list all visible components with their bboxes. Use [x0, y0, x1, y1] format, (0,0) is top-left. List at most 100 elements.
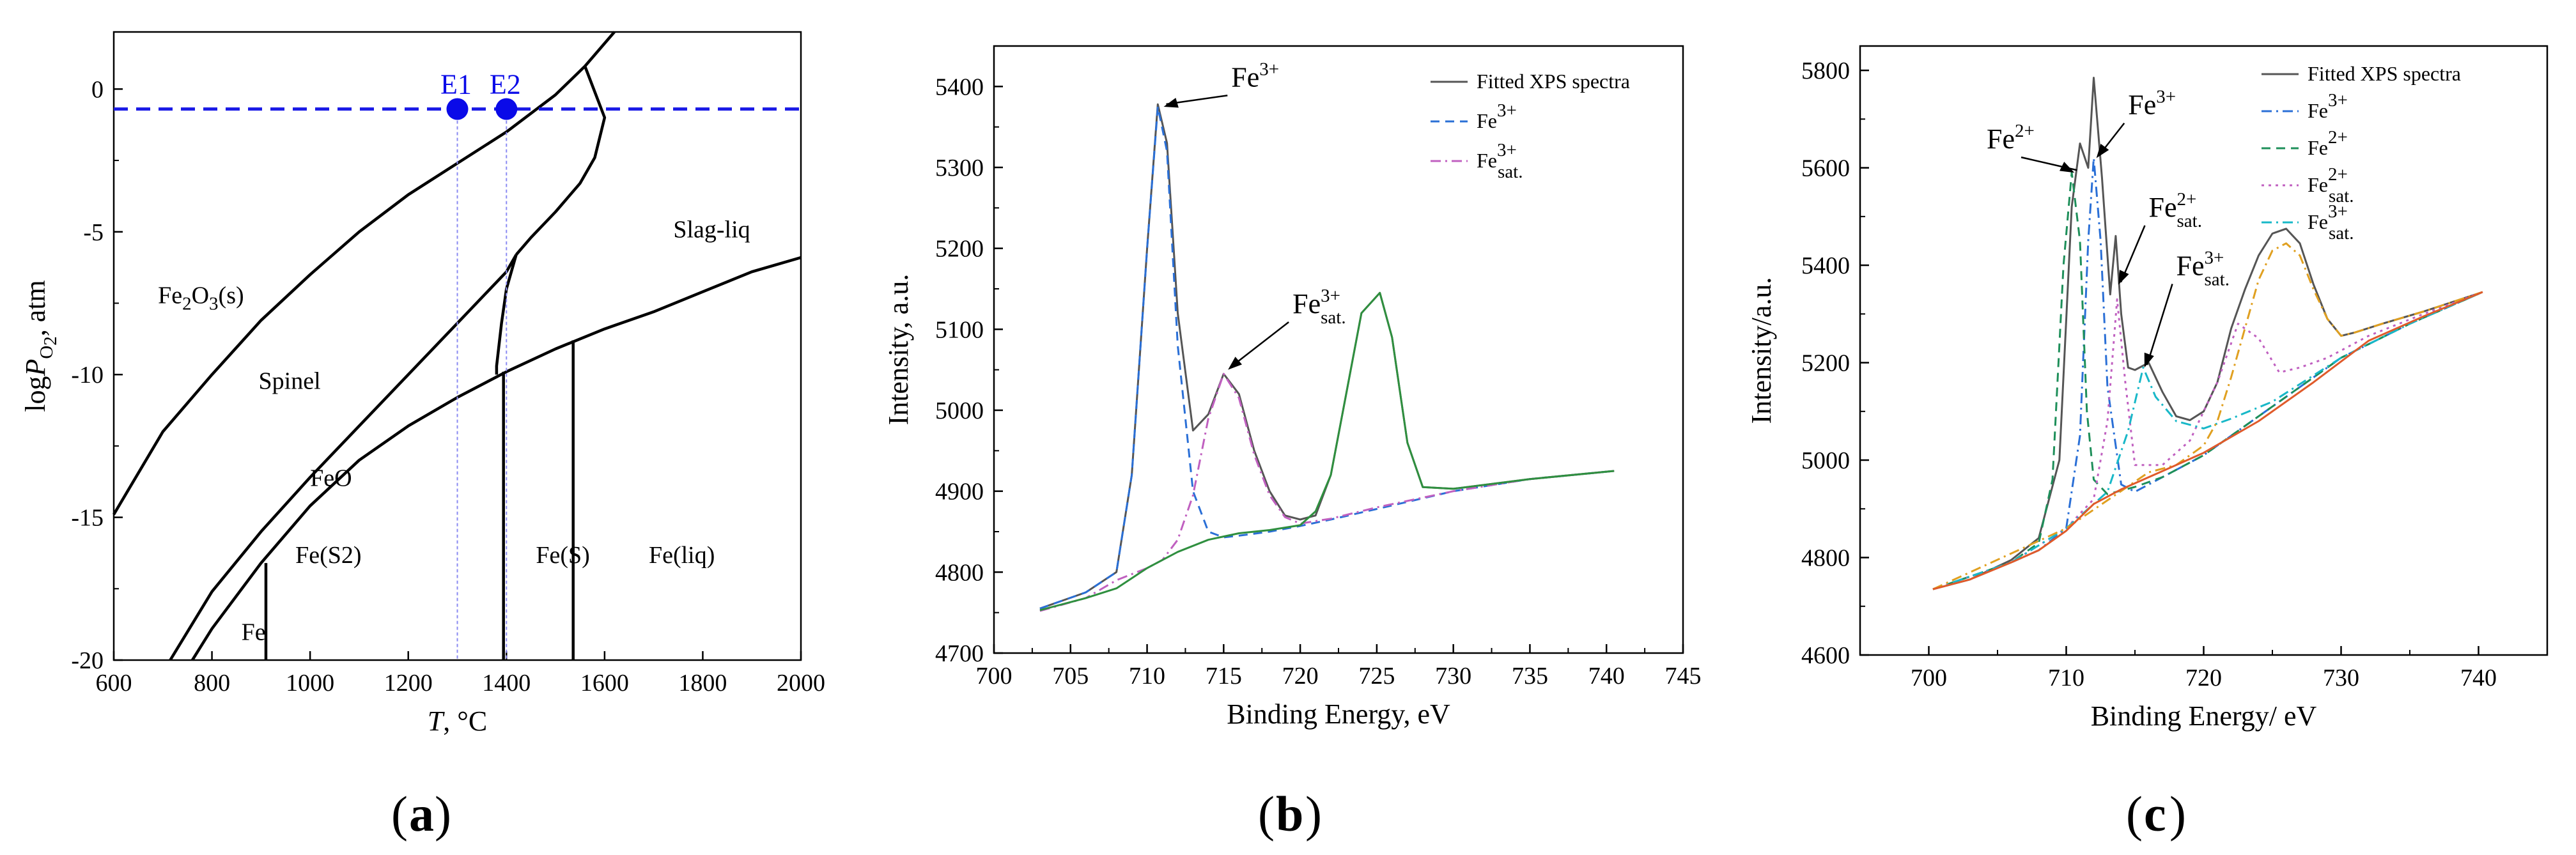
- y-tick-label: 4800: [935, 559, 984, 586]
- x-tick-label: 740: [1588, 663, 1625, 689]
- y-axis-label: Intensity/a.u.: [1746, 277, 1777, 424]
- annotation-arrowhead: [2096, 143, 2109, 158]
- phase-boundary-fe-feo-slag: [190, 256, 802, 661]
- region-label: Fe: [242, 619, 266, 646]
- legend-label: Fe3+: [1477, 100, 1517, 132]
- legend-label: Fe2+: [2308, 127, 2348, 159]
- annotation-label: Fe3+: [1231, 59, 1279, 93]
- annotation-label: Fe3+ sat.: [2176, 247, 2230, 289]
- phase-boundary-spinel-slag: [515, 65, 607, 256]
- y-tick-label: 5100: [935, 316, 984, 343]
- x-tick-label: 705: [1052, 663, 1089, 689]
- y-tick-label: 4700: [935, 640, 984, 667]
- caption-open-c: (: [2126, 786, 2143, 842]
- x-tick-label: 735: [1512, 663, 1548, 689]
- series-line: [1039, 103, 1615, 610]
- legend-label: Fitted XPS spectra: [2308, 62, 2461, 85]
- annotation-label: Fe2+: [1987, 121, 2035, 155]
- legend-label: Fe3+: [2308, 90, 2348, 122]
- caption-close-b: ): [1305, 786, 1322, 842]
- annotation-label: Fe2+ sat.: [2149, 189, 2202, 231]
- y-tick-label: 5400: [935, 73, 984, 100]
- phase-boundary-fe2o3-spinel: [113, 65, 586, 516]
- y-tick-label: 5000: [935, 397, 984, 424]
- y-tick-label: 5300: [935, 155, 984, 181]
- phase-boundary-top-stub: [584, 31, 616, 68]
- x-tick-label: 700: [1911, 665, 1947, 691]
- legend-label: Fe3+ sat.: [2308, 201, 2354, 243]
- series-line: [1039, 373, 1615, 612]
- x-axis-label: Binding Energy/ eV: [2091, 700, 2317, 732]
- phase-boundary-feo-liq: [495, 254, 518, 375]
- x-tick-label: 800: [194, 670, 230, 697]
- x-tick-label: 720: [1282, 663, 1319, 689]
- caption-close-c: ): [2169, 786, 2186, 842]
- annotation-label: Fe3+: [2128, 87, 2176, 121]
- caption-close-a: ): [435, 786, 451, 842]
- plot-frame: [1859, 45, 2549, 656]
- phase-boundary-spinel-feo: [169, 254, 518, 661]
- x-tick-label: 710: [2048, 665, 2084, 691]
- x-tick-label: 1800: [678, 670, 727, 697]
- x-tick-label: 740: [2460, 665, 2497, 691]
- y-tick-label: 0: [91, 76, 104, 103]
- caption-letter-c: c: [2144, 786, 2166, 842]
- x-tick-label: 2000: [777, 670, 825, 697]
- x-tick-label: 730: [2323, 665, 2359, 691]
- y-tick-label: 5200: [935, 236, 984, 263]
- x-tick-label: 1400: [482, 670, 531, 697]
- y-tick-label: -10: [71, 362, 104, 389]
- series-line: [1932, 291, 2483, 590]
- y-axis-label: Intensity, a.u.: [883, 274, 914, 426]
- annotation-arrow: [1230, 321, 1289, 368]
- x-tick-label: 1200: [384, 670, 433, 697]
- y-tick-label: -5: [83, 219, 104, 246]
- x-axis-label: Binding Energy, eV: [1227, 698, 1450, 730]
- plot-frame: [113, 31, 802, 661]
- x-tick-label: 700: [976, 663, 1013, 689]
- annotation-label: Fe3+ sat.: [1292, 286, 1346, 328]
- annotation-arrowhead: [1228, 357, 1243, 370]
- y-tick-label: -15: [71, 505, 104, 532]
- caption-letter-a: a: [409, 786, 434, 842]
- experiment-point-e1: [446, 98, 469, 120]
- x-tick-label: 715: [1206, 663, 1242, 689]
- x-tick-label: 600: [96, 670, 132, 697]
- series-line: [1932, 157, 2483, 590]
- series-line: [1932, 242, 2483, 590]
- y-tick-label: 5000: [1801, 447, 1850, 474]
- annotation-arrowhead: [2060, 162, 2075, 173]
- series-line: [1932, 171, 2483, 590]
- y-tick-label: -20: [71, 647, 104, 674]
- series-line: [1932, 77, 2483, 590]
- region-label: Fe(liq): [649, 542, 715, 569]
- y-tick-label: 5800: [1801, 58, 1850, 84]
- annotation-arrowhead: [2144, 352, 2154, 368]
- x-tick-label: 720: [2185, 665, 2222, 691]
- panel-b: 700 705 710 715 720 725 730 735 740 745 4700 4800 49…: [883, 45, 1702, 730]
- plot-frame: [993, 45, 1684, 654]
- x-tick-label: 745: [1665, 663, 1702, 689]
- experiment-point-label: E2: [490, 69, 521, 100]
- legend-label: Fe3+ sat.: [1477, 140, 1523, 182]
- region-label: Fe(S): [536, 542, 589, 569]
- legend-label: Fitted XPS spectra: [1477, 70, 1630, 93]
- y-tick-label: 4800: [1801, 545, 1850, 572]
- panel-c: 700 710 720 730 740 4600 4800 5000 5200 5400 5600 5…: [1746, 45, 2549, 732]
- y-axis-label: logPO2, atm: [20, 280, 61, 412]
- y-tick-label: 4600: [1801, 642, 1850, 669]
- x-axis-label: T, °C: [428, 705, 487, 737]
- series-line: [1932, 291, 2483, 590]
- x-tick-label: 725: [1358, 663, 1395, 689]
- annotation-arrowhead: [1163, 98, 1179, 108]
- region-label: Fe2O3(s): [158, 282, 244, 314]
- x-tick-label: 730: [1435, 663, 1471, 689]
- panel-a: 600 800 1000 1200 1400 1600 1800 2000 0 -5 -10 -15 -…: [20, 31, 825, 737]
- series-line: [1932, 291, 2483, 590]
- region-label: Spinel: [259, 368, 321, 395]
- y-tick-label: 5600: [1801, 155, 1850, 182]
- series-line: [1039, 105, 1615, 610]
- x-tick-label: 1600: [580, 670, 629, 697]
- x-tick-label: 1000: [286, 670, 334, 697]
- y-tick-label: 4900: [935, 479, 984, 505]
